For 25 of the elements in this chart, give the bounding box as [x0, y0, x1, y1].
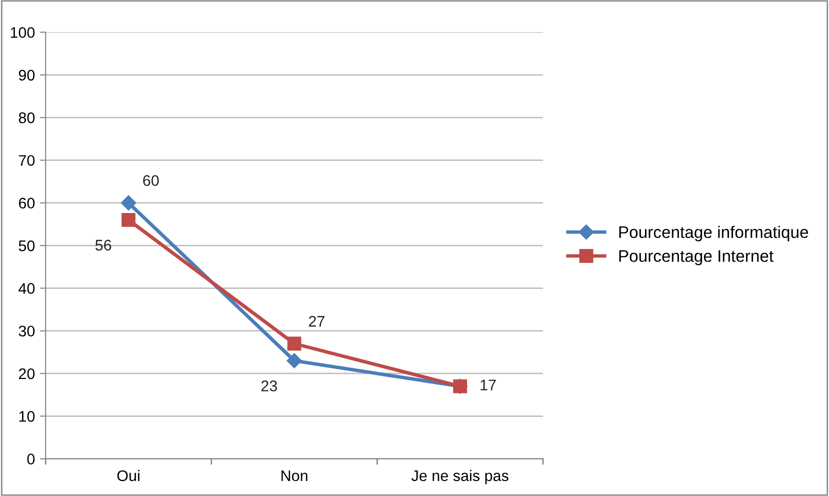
y-tick-label: 0: [27, 454, 35, 464]
data-label: 27: [308, 316, 324, 327]
point: [120, 195, 136, 210]
y-tick-label: 90: [18, 70, 35, 81]
data-label: 60: [143, 175, 159, 186]
point: [287, 336, 302, 351]
data-label: 23: [261, 380, 277, 392]
y-tick-label: 80: [18, 112, 35, 124]
x-tick-label: Non: [282, 470, 308, 482]
y-tick-label: 50: [18, 240, 35, 252]
point: [122, 212, 136, 227]
x-tick-label: Oui: [117, 470, 140, 482]
y-tick-label: 20: [18, 368, 35, 380]
legend-label: Pourcentage Internet: [619, 250, 774, 266]
y-tick-label: 70: [18, 155, 35, 166]
data-label: 17: [480, 380, 496, 390]
x-tick-label: Je ne sais pas: [412, 470, 508, 484]
y-tick-label: 100: [10, 27, 35, 38]
y-tick-label: 30: [18, 326, 35, 337]
point: [286, 353, 302, 368]
data-label: 56: [95, 240, 112, 251]
y-tick-label: 60: [18, 198, 35, 209]
y-tick-label: 10: [19, 411, 35, 422]
y-tick-label: 40: [18, 283, 35, 294]
legend-label: Pourcentage informatique: [619, 226, 808, 242]
